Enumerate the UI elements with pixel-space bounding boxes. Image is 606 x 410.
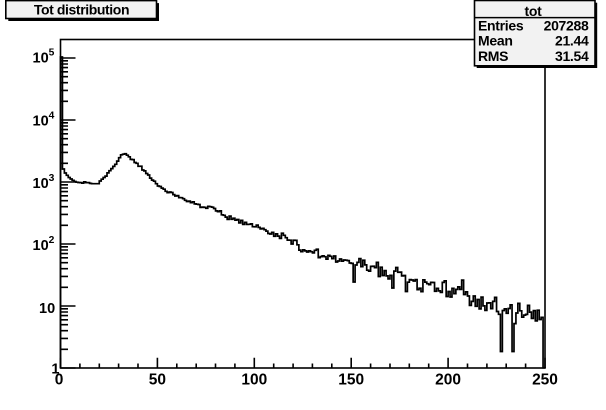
svg-text:tot: tot	[525, 3, 543, 19]
svg-text:207288: 207288	[544, 18, 589, 34]
svg-text:31.54: 31.54	[555, 48, 589, 64]
svg-text:0: 0	[55, 371, 64, 388]
svg-text:250: 250	[532, 371, 558, 388]
svg-text:Tot distribution: Tot distribution	[34, 1, 129, 17]
svg-text:Mean: Mean	[478, 33, 513, 49]
svg-text:Entries: Entries	[478, 18, 524, 34]
svg-text:100: 100	[241, 371, 267, 388]
svg-text:50: 50	[149, 371, 166, 388]
svg-text:RMS: RMS	[478, 48, 508, 64]
svg-text:21.44: 21.44	[555, 33, 589, 49]
svg-text:200: 200	[435, 371, 461, 388]
svg-text:1: 1	[51, 362, 59, 378]
svg-text:150: 150	[338, 371, 364, 388]
svg-text:10: 10	[39, 301, 55, 317]
